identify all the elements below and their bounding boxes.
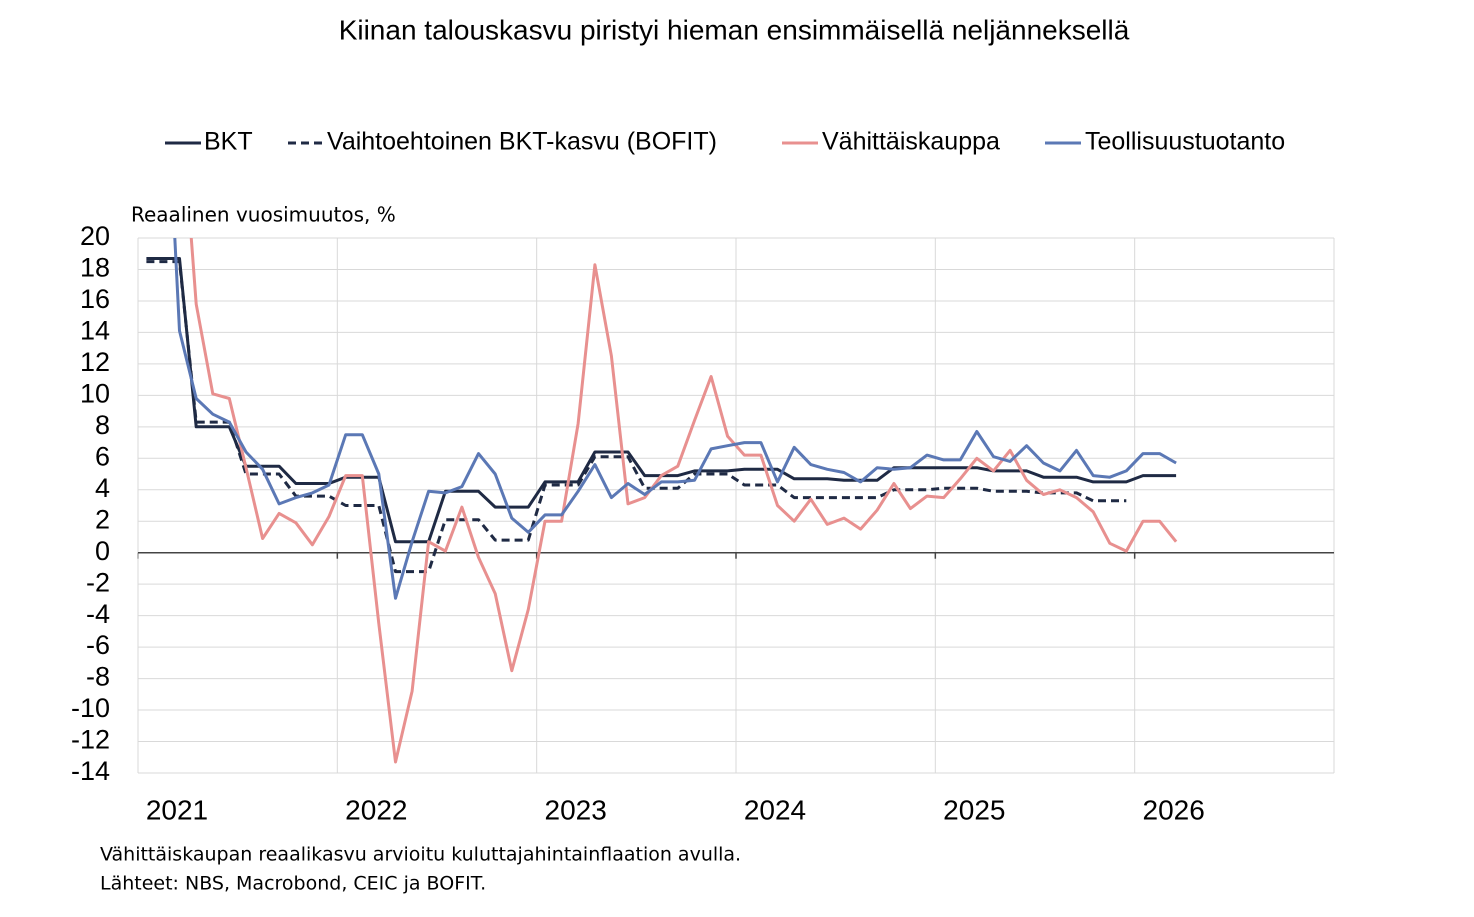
- y-tick-label: -14: [71, 756, 110, 786]
- y-tick-label: -4: [86, 599, 110, 629]
- x-tick-label: 2021: [146, 794, 208, 825]
- y-tick-label: 6: [95, 441, 110, 471]
- x-tick-label: 2025: [943, 794, 1005, 825]
- x-tick-label: 2024: [744, 794, 806, 825]
- x-tick-label: 2026: [1143, 794, 1205, 825]
- y-tick-label: 12: [80, 347, 110, 377]
- series-line: [146, 260, 1127, 574]
- y-tick-label: 10: [80, 378, 110, 408]
- y-tick-label: 14: [80, 316, 110, 346]
- legend-label: Vähittäiskauppa: [822, 128, 1000, 156]
- y-tick-label: -10: [71, 693, 110, 723]
- chart-title: Kiinan talouskasvu piristyi hieman ensim…: [339, 14, 1130, 45]
- y-tick-label: 8: [95, 410, 110, 440]
- y-tick-label: -2: [86, 567, 110, 597]
- y-tick-label: 16: [80, 284, 110, 314]
- y-tick-label: 20: [80, 221, 110, 251]
- y-axis-label: Reaalinen vuosimuutos, %: [131, 203, 396, 227]
- y-tick-label: -12: [71, 725, 110, 755]
- series-line: [189, 238, 1178, 764]
- legend-label: BKT: [204, 128, 253, 156]
- x-tick-label: 2022: [345, 794, 407, 825]
- y-tick-label: 4: [95, 473, 110, 503]
- y-tick-label: 0: [95, 536, 110, 566]
- note: Vähittäiskaupan reaalikasvu arvioitu kul…: [100, 844, 741, 866]
- y-tick-label: 18: [80, 253, 110, 283]
- note: Lähteet: NBS, Macrobond, CEIC ja BOFIT.: [100, 873, 486, 895]
- y-tick-label: 2: [95, 504, 110, 534]
- legend-label: Vaihtoehtoinen BKT-kasvu (BOFIT): [327, 128, 717, 156]
- y-tick-label: -8: [86, 662, 110, 692]
- y-tick-label: -6: [86, 630, 110, 660]
- x-tick-label: 2023: [545, 794, 607, 825]
- series-line: [173, 238, 1177, 600]
- legend-label: Teollisuustuotanto: [1085, 128, 1285, 156]
